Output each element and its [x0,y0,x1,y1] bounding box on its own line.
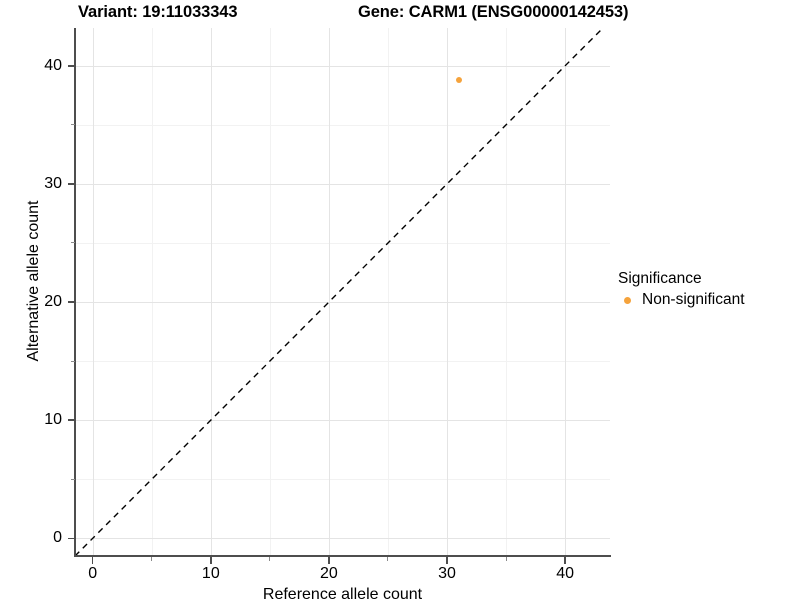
legend-swatch [618,291,636,309]
gridline-y-major [75,302,610,304]
x-tick-label: 40 [556,565,575,582]
page-title-variant: Variant: 19:11033343 [78,3,238,21]
x-tick-minor [151,557,153,561]
x-tick-major [446,557,448,564]
legend-items: Non-significant [618,291,745,309]
gridline-y-major [75,538,610,540]
gridline-x-major [328,28,330,556]
y-tick-label: 30 [44,174,62,192]
x-tick-minor [387,557,389,561]
gridline-x-major [447,28,449,556]
gridline-y-major [75,420,610,422]
gridline-y-major [75,183,610,185]
gridline-x-major [210,28,212,556]
y-tick-minor [71,478,75,480]
gridline-x-minor [387,28,389,556]
gridline-x-minor [151,28,153,556]
y-tick-minor [71,242,75,244]
y-tick-label: 40 [44,56,62,74]
gridline-y-minor [75,479,610,481]
gridline-y-minor [75,242,610,244]
gridline-y-major [75,65,610,67]
y-tick-label: 20 [44,293,62,311]
x-axis-spine [74,555,611,557]
y-tick-label: 0 [53,529,62,547]
y-axis-spine [74,28,76,557]
y-tick-major [68,183,75,185]
x-axis-title: Reference allele count [262,586,423,603]
x-tick-label: 0 [88,565,98,582]
x-tick-major [564,557,566,564]
plot-panel [75,28,610,556]
y-axis-title: Alternative allele count [25,200,42,362]
x-tick-major [210,557,212,564]
gridline-y-minor [75,124,610,126]
x-tick-label: 20 [320,565,338,582]
x-tick-major [91,557,94,564]
x-tick-label: 10 [201,565,220,582]
page-title-gene: Gene: CARM1 (ENSG00000142453) [358,3,629,21]
gridline-x-minor [269,28,271,556]
x-tick-major [328,557,330,564]
y-tick-minor [71,124,75,126]
x-tick-minor [505,557,507,561]
x-tick-minor [269,557,271,561]
legend-label: Non-significant [642,291,745,308]
y-tick-major [68,537,75,540]
legend-dot-icon [623,296,631,304]
y-tick-label: 10 [44,411,62,429]
legend-item-0[interactable]: Non-significant [618,291,745,309]
identity-reference-line [75,28,604,556]
y-tick-major [68,301,75,303]
legend-title: Significance [618,270,702,287]
y-tick-major [68,65,75,67]
gridline-x-minor [506,28,508,556]
gridline-x-major [565,28,567,556]
legend: Significance Non-significant [618,270,745,309]
gridline-y-minor [75,361,610,363]
data-point[interactable] [455,76,462,83]
y-tick-minor [71,360,75,362]
gridline-x-major [92,28,94,556]
x-tick-label: 30 [438,565,456,582]
y-tick-major [68,419,75,421]
